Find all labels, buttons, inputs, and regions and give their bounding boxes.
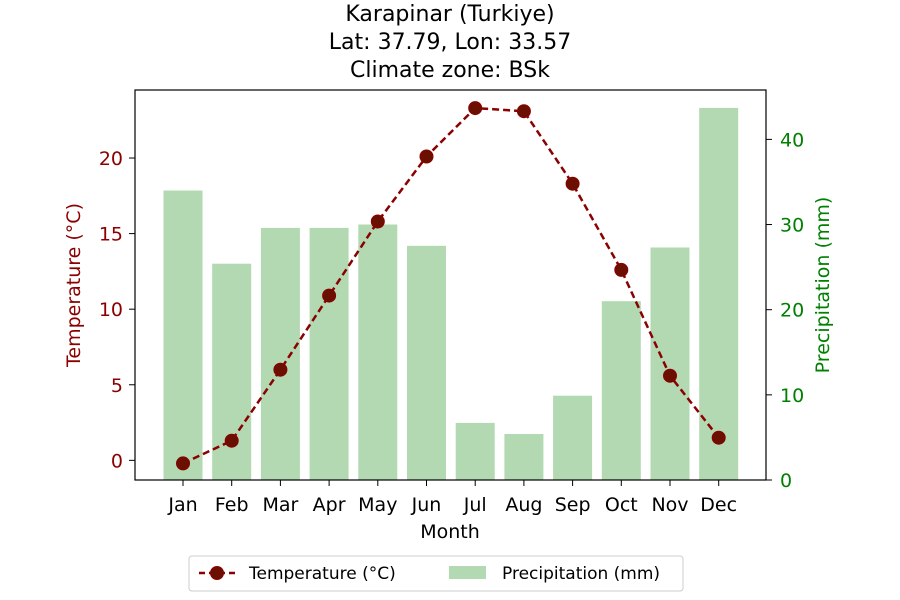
legend-precipitation-swatch xyxy=(449,566,486,579)
precipitation-axis: 0 10 20 30 40 xyxy=(766,129,804,492)
temperature-point-oct xyxy=(614,262,629,277)
temperature-point-nov xyxy=(663,368,677,383)
precipitation-bar-jan xyxy=(163,190,203,480)
legend-frame xyxy=(188,555,684,592)
precipitation-bar-nov xyxy=(650,247,690,480)
precipitation-bar-may xyxy=(358,224,398,480)
month-tick-label-jun: Jun xyxy=(411,494,442,516)
y-axis-label-left: Temperature (°C) xyxy=(63,203,85,368)
temperature-point-feb xyxy=(224,433,239,448)
precipitation-bar-apr xyxy=(309,227,349,480)
legend-temperature-label: Temperature (°C) xyxy=(248,564,396,584)
precipitation-tick-label: 40 xyxy=(780,129,804,151)
chart-title-line-3: Climate zone: BSk xyxy=(350,58,550,83)
precipitation-bar-dec xyxy=(699,107,739,481)
temperature-tick-label: 20 xyxy=(99,148,123,170)
month-tick-label-mar: Mar xyxy=(262,494,298,516)
month-tick-label-aug: Aug xyxy=(505,494,542,516)
temperature-point-dec xyxy=(711,430,726,445)
month-tick-label-nov: Nov xyxy=(651,494,688,516)
temperature-tick-label: 10 xyxy=(99,299,123,321)
temperature-point-jun xyxy=(419,149,434,164)
month-axis: Jan Feb Mar Apr May Jun Jul Aug Sep Oct Nov Dec xyxy=(167,480,737,516)
month-tick-label-feb: Feb xyxy=(215,494,249,516)
y-axis-label-right: Precipitation (mm) xyxy=(812,197,834,374)
legend-temperature-marker xyxy=(210,566,224,580)
month-tick-label-may: May xyxy=(358,494,397,516)
temperature-axis: 0 5 10 15 20 xyxy=(99,148,135,472)
precipitation-bar-jul xyxy=(455,422,495,480)
precipitation-bar-mar xyxy=(260,227,300,480)
month-tick-label-dec: Dec xyxy=(700,494,737,516)
temperature-tick-label: 5 xyxy=(111,375,123,397)
temperature-series-line xyxy=(182,106,720,465)
chart-title-line-1: Karapinar (Turkiye) xyxy=(345,2,554,27)
plot-frame xyxy=(134,89,767,481)
precipitation-tick-label: 30 xyxy=(780,215,804,237)
precipitation-bar-sep xyxy=(553,395,593,480)
temperature-point-sep xyxy=(565,176,580,191)
chart-title-line-2: Lat: 37.79, Lon: 33.57 xyxy=(329,30,571,55)
temperature-point-mar xyxy=(273,362,288,377)
temperature-line xyxy=(176,101,726,471)
month-tick-label-oct: Oct xyxy=(605,494,638,516)
temperature-point-aug xyxy=(516,104,531,119)
precipitation-tick-label: 10 xyxy=(780,385,804,407)
precipitation-bar-oct xyxy=(601,301,641,480)
x-axis-label: Month xyxy=(420,521,480,543)
precipitation-bars xyxy=(163,107,739,481)
precipitation-bar-aug xyxy=(504,434,544,480)
temperature-tick-label: 0 xyxy=(111,450,123,472)
precipitation-tick-label: 0 xyxy=(780,470,792,492)
temperature-tick-label: 15 xyxy=(99,224,123,246)
temperature-point-jan xyxy=(176,456,190,471)
month-tick-label-jan: Jan xyxy=(167,494,197,516)
legend-precipitation-label: Precipitation (mm) xyxy=(502,564,660,584)
month-tick-label-apr: Apr xyxy=(313,494,346,516)
temperature-point-may xyxy=(370,214,385,229)
legend: Temperature (°C) Precipitation (mm) xyxy=(188,555,684,592)
month-tick-label-jul: Jul xyxy=(463,494,487,516)
precipitation-bar-jun xyxy=(407,245,446,480)
precipitation-tick-label: 20 xyxy=(780,300,804,322)
temperature-point-apr xyxy=(322,288,337,303)
temperature-point-jul xyxy=(468,101,483,116)
month-tick-label-sep: Sep xyxy=(555,494,591,516)
